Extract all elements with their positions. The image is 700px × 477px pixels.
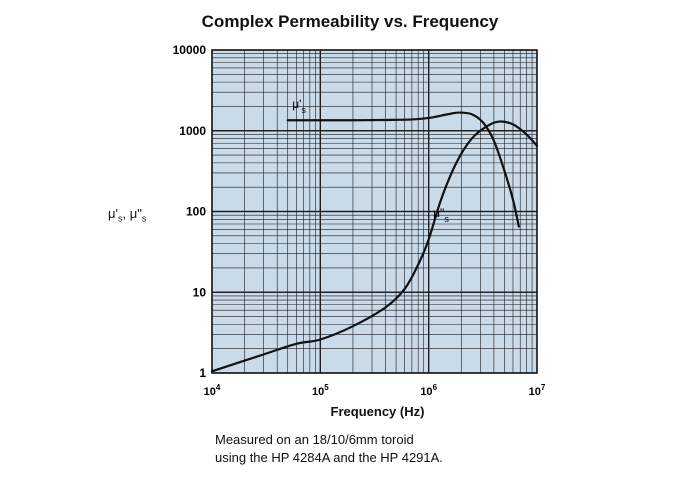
series-label: μ"s [433,206,449,224]
y-tick-label: 10000 [173,43,207,57]
x-tick-base: 10 [529,386,541,398]
y-axis-label: μ's, μ"s [108,206,147,224]
x-tick-label: 106 [420,383,437,398]
x-tick-label: 107 [529,383,546,398]
x-axis-label: Frequency (Hz) [330,404,425,419]
x-tick-label: 105 [312,383,329,398]
caption: Measured on an 18/10/6mm toroid using th… [215,431,443,467]
caption-line-2: using the HP 4284A and the HP 4291A. [215,450,443,465]
series-label-main: μ" [433,206,444,220]
x-tick-base: 10 [312,386,324,398]
series-label: μ's [292,97,306,115]
y-tick-label: 1 [199,366,206,380]
series-label-sub: s [444,214,449,224]
x-tick-exponent: 4 [216,383,221,392]
series-label-main: μ' [292,97,301,111]
caption-line-1: Measured on an 18/10/6mm toroid [215,432,414,447]
y-tick-label: 100 [186,205,206,219]
x-tick-labels: 104 105 106 107 [204,383,546,398]
y-tick-labels: 1 10 100 1000 10000 [173,43,207,380]
x-tick-base: 10 [204,386,216,398]
chart-title: Complex Permeability vs. Frequency [201,12,499,31]
series-labels: μ'sμ"s [292,97,449,224]
y-tick-label: 10 [193,285,207,299]
series-line-mu-double-prime [210,120,539,373]
plot-border [211,49,538,374]
y-tick-label: 1000 [179,124,206,138]
x-tick-exponent: 6 [433,383,438,392]
series-line-mu-prime [286,111,520,228]
x-tick-exponent: 5 [324,383,329,392]
x-tick-exponent: 7 [541,383,546,392]
series-lines [210,111,539,373]
x-tick-label: 104 [204,383,221,398]
series-label-sub: s [301,105,306,115]
x-tick-base: 10 [420,386,432,398]
